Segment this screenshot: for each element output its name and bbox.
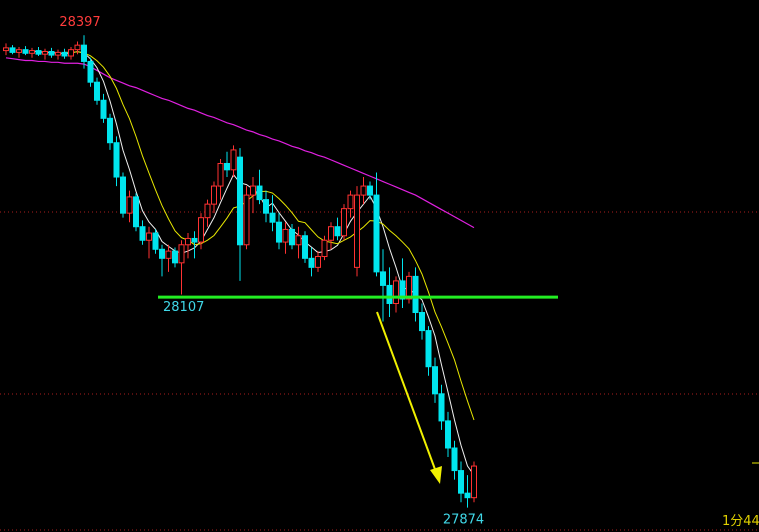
candle-body (48, 50, 55, 56)
candle-body (425, 330, 432, 368)
candle-body (107, 117, 113, 144)
ma10-line (64, 51, 475, 421)
candle-body (334, 226, 341, 237)
candle-body (393, 280, 399, 304)
candle-body (458, 470, 464, 494)
candle-body (29, 50, 35, 54)
candle-body (191, 237, 198, 243)
candle-body (243, 194, 250, 246)
candle-body (302, 235, 308, 259)
candle-body (133, 196, 139, 228)
candle-body (68, 49, 74, 57)
candle-body (217, 162, 224, 187)
candle-body (152, 232, 159, 250)
candle-body (9, 47, 16, 53)
candle-body (87, 60, 94, 83)
candle-body (230, 149, 237, 171)
candle-body (282, 228, 289, 243)
candle-body (438, 393, 445, 422)
candle-body (445, 420, 451, 449)
candle-body (399, 280, 406, 300)
candle-body (172, 250, 178, 264)
candle-body (94, 81, 100, 101)
candle-body (146, 232, 152, 241)
candle-body (178, 244, 185, 264)
candle-body (61, 51, 68, 57)
arrow (376, 311, 442, 484)
candle-body (263, 199, 269, 214)
candle-body (35, 50, 42, 55)
candle-body (269, 212, 276, 223)
candle-body (139, 226, 146, 241)
candle-body (113, 142, 120, 178)
candle-body (406, 275, 412, 300)
candle-body (100, 99, 107, 119)
price-annotation: 28397 (59, 15, 100, 30)
candle-body (367, 185, 373, 196)
candle-body (432, 366, 438, 395)
candle-body (451, 447, 458, 472)
candle-body (159, 248, 165, 259)
candle-body (321, 239, 328, 258)
candle-body (308, 257, 315, 268)
candle-body (224, 162, 230, 171)
candle-body (120, 176, 126, 214)
corner-text: 1分44 (722, 514, 759, 529)
candle-body (347, 194, 354, 210)
candle-body (198, 217, 204, 243)
candle-body (165, 250, 172, 259)
candle-body (276, 221, 282, 243)
candle-body (412, 275, 419, 314)
candle-body (211, 185, 217, 205)
candle-body (81, 44, 87, 62)
candle-body (464, 492, 471, 499)
candle-body (386, 284, 393, 304)
candle-body (341, 208, 347, 237)
candle-body (3, 47, 9, 52)
candle-body (380, 271, 386, 286)
candle-body (237, 156, 243, 246)
candle-body (354, 194, 360, 268)
candle-body (315, 256, 321, 268)
candle-body (250, 185, 256, 196)
candle-body (16, 49, 22, 53)
ma5-line (31, 50, 475, 476)
candle-body (74, 44, 81, 51)
candle-body (256, 185, 263, 201)
candle-body (328, 226, 334, 241)
candle-body (185, 237, 191, 246)
candle-body (471, 465, 477, 499)
candle-body (126, 196, 133, 214)
candle-body (295, 235, 302, 246)
candle-body (55, 51, 61, 56)
candle-body (419, 312, 425, 332)
candle-body (22, 49, 29, 54)
candle-body (42, 50, 48, 55)
candle-body (373, 194, 380, 273)
price-annotation: 27874 (443, 513, 484, 528)
candle-body (289, 228, 295, 246)
support-label: 28107 (163, 300, 204, 315)
candle-body (204, 203, 211, 219)
candle-body (360, 185, 367, 196)
